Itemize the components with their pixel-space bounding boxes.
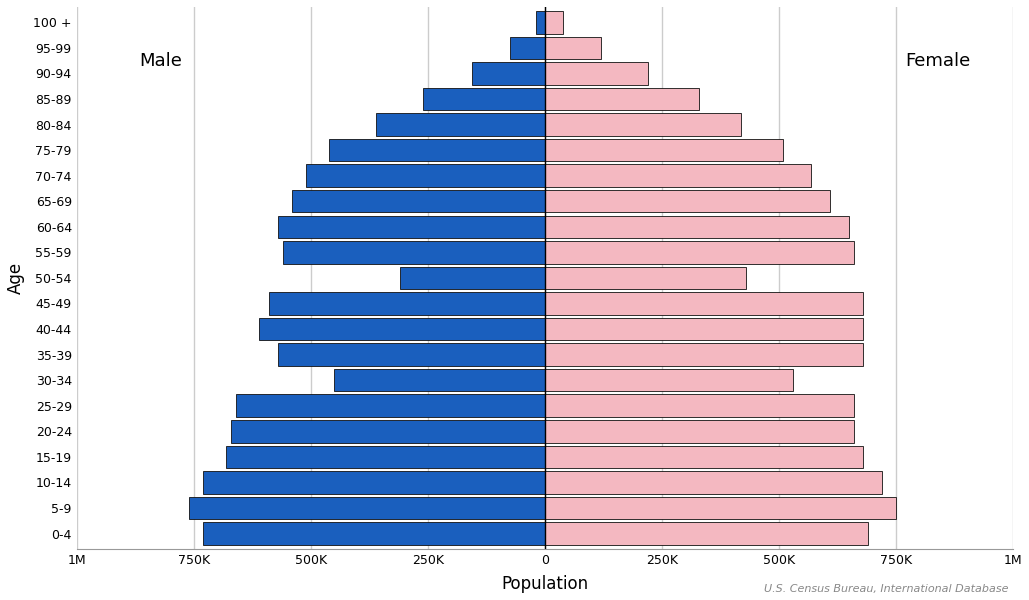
Bar (189, 497, 544, 519)
Bar (278, 343, 544, 366)
Bar (203, 522, 544, 545)
Bar (269, 292, 544, 315)
Bar (544, 215, 849, 238)
Bar (544, 420, 854, 443)
Bar (544, 369, 792, 391)
Bar (203, 471, 544, 494)
Bar (544, 241, 854, 263)
Bar (283, 241, 544, 263)
Bar (278, 215, 544, 238)
Bar (423, 88, 544, 110)
Bar (544, 343, 863, 366)
Bar (544, 318, 863, 340)
Text: U.S. Census Bureau, International Database: U.S. Census Bureau, International Databa… (764, 584, 1008, 594)
Bar (544, 164, 812, 187)
Bar (259, 318, 544, 340)
Bar (232, 420, 544, 443)
Bar (544, 497, 895, 519)
Bar (544, 394, 854, 417)
Bar (329, 139, 544, 161)
Bar (544, 292, 863, 315)
Bar (544, 11, 564, 34)
Bar (306, 164, 544, 187)
Bar (509, 37, 544, 59)
Text: Male: Male (140, 52, 182, 70)
Text: Female: Female (906, 52, 970, 70)
Bar (226, 446, 544, 468)
Bar (544, 113, 741, 136)
Bar (544, 88, 699, 110)
Bar (544, 37, 601, 59)
Bar (472, 62, 544, 85)
Bar (377, 113, 544, 136)
Bar (544, 266, 746, 289)
Bar (236, 394, 544, 417)
Bar (334, 369, 544, 391)
Bar (544, 522, 867, 545)
Bar (536, 11, 544, 34)
X-axis label: Population: Population (501, 575, 589, 593)
Y-axis label: Age: Age (7, 262, 25, 294)
Bar (544, 471, 882, 494)
Bar (292, 190, 544, 212)
Bar (544, 190, 830, 212)
Bar (544, 62, 647, 85)
Bar (544, 139, 783, 161)
Bar (544, 446, 863, 468)
Bar (399, 266, 544, 289)
